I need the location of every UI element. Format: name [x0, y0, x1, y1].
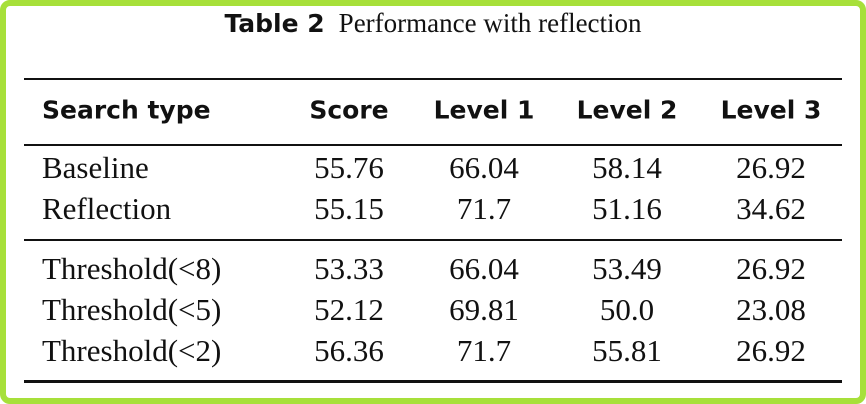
column-header: Level 2 — [576, 95, 678, 125]
column-header: Score — [309, 95, 389, 125]
row-label: Reflection — [42, 191, 172, 226]
table-cell: 53.49 — [592, 251, 662, 286]
table-cell: 71.7 — [456, 333, 512, 368]
table-cell: 69.81 — [449, 292, 519, 327]
table-cell: 55.81 — [592, 333, 662, 368]
table-cell: 26.92 — [736, 251, 806, 286]
table-cell: 71.7 — [456, 191, 512, 226]
table-cell: 50.0 — [599, 292, 655, 327]
table-cell: 55.76 — [314, 150, 384, 185]
row-label: Threshold(<5) — [42, 292, 222, 327]
table-cell: 55.15 — [314, 191, 384, 226]
table-cell: 23.08 — [736, 292, 806, 327]
column-header: Search type — [42, 95, 211, 125]
caption-title: Performance with reflection — [338, 8, 642, 38]
caption-label: Table 2 — [224, 9, 325, 38]
row-label: Threshold(<8) — [42, 251, 222, 286]
group-rule — [24, 239, 842, 241]
table-cell: 34.62 — [736, 191, 806, 226]
table-cell: 52.12 — [314, 292, 384, 327]
table-cell: 26.92 — [736, 150, 806, 185]
header-rule — [24, 144, 842, 146]
column-header: Level 3 — [720, 95, 822, 125]
bottom-rule — [24, 380, 842, 383]
top-rule — [24, 78, 842, 80]
table-caption: Table 2 Performance with reflection — [6, 8, 860, 39]
row-label: Threshold(<2) — [42, 333, 222, 368]
table-cell: 66.04 — [449, 251, 519, 286]
table-cell: 51.16 — [592, 191, 662, 226]
column-header: Level 1 — [433, 95, 535, 125]
table-cell: 53.33 — [314, 251, 384, 286]
table-cell: 66.04 — [449, 150, 519, 185]
table-cell: 26.92 — [736, 333, 806, 368]
table-cell: 56.36 — [314, 333, 384, 368]
table-cell: 58.14 — [592, 150, 662, 185]
row-label: Baseline — [42, 150, 149, 185]
